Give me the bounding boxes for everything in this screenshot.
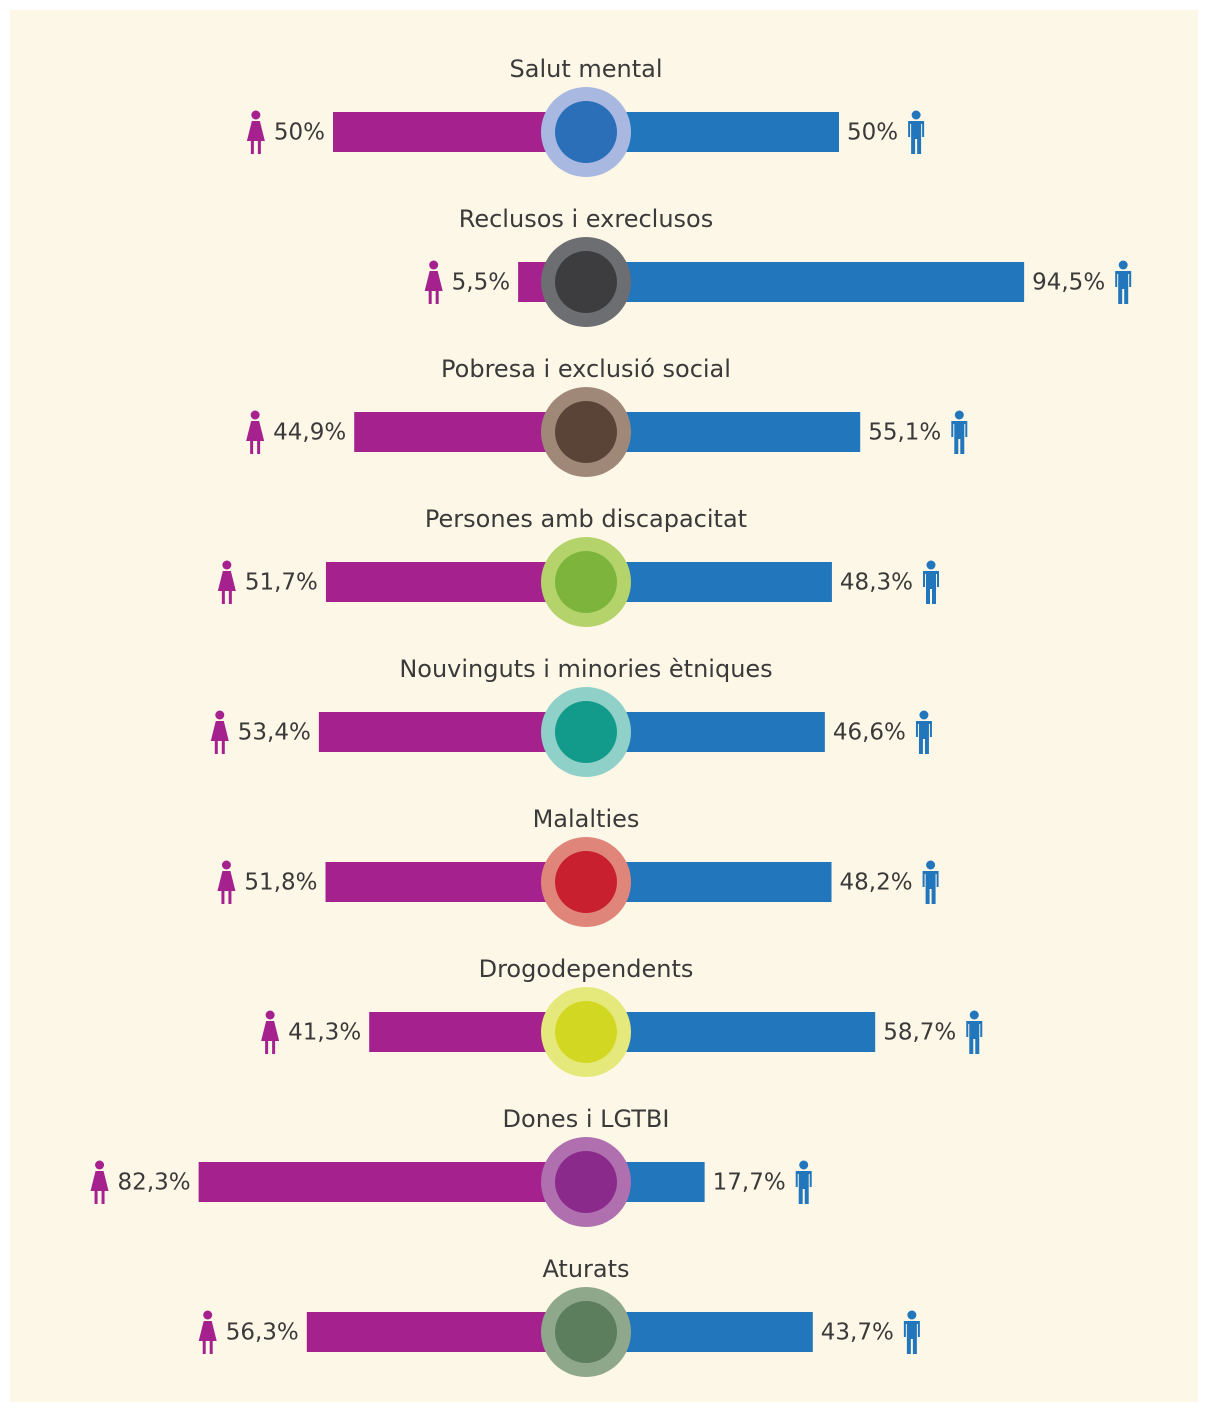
icon xyxy=(555,101,617,163)
men-bar xyxy=(586,1012,876,1052)
icon xyxy=(555,551,617,613)
category-title: Pobresa i exclusió social xyxy=(441,355,731,383)
value-label: 44,9% xyxy=(273,420,346,446)
value-label: 94,5% xyxy=(1032,270,1105,296)
value-label: 51,7% xyxy=(245,570,318,596)
icon xyxy=(555,701,617,763)
men-bar xyxy=(586,262,1025,302)
value-label: 50% xyxy=(847,120,898,146)
value-label: 41,3% xyxy=(288,1020,361,1046)
men-bar xyxy=(586,412,861,452)
category-title: Nouvinguts i minories ètniques xyxy=(399,655,772,683)
women-bar xyxy=(198,1162,586,1202)
value-label: 58,7% xyxy=(883,1020,956,1046)
icon xyxy=(555,1301,617,1363)
icon xyxy=(555,851,617,913)
category-title: Malalties xyxy=(533,805,640,833)
value-label: 46,6% xyxy=(833,720,906,746)
value-label: 51,8% xyxy=(244,870,317,896)
value-label: 48,2% xyxy=(840,870,913,896)
value-label: 55,1% xyxy=(868,420,941,446)
value-label: 5,5% xyxy=(452,270,510,296)
icon xyxy=(555,251,617,313)
icon xyxy=(555,1151,617,1213)
value-label: 56,3% xyxy=(226,1320,299,1346)
icon xyxy=(555,401,617,463)
category-title: Salut mental xyxy=(510,55,663,83)
value-label: 50% xyxy=(274,120,325,146)
value-label: 17,7% xyxy=(713,1170,786,1196)
category-title: Aturats xyxy=(542,1255,629,1283)
value-label: 43,7% xyxy=(821,1320,894,1346)
women-bar xyxy=(306,1312,586,1352)
category-title: Dones i LGTBI xyxy=(503,1105,670,1133)
category-title: Reclusos i exreclusos xyxy=(459,205,713,233)
icon xyxy=(555,1001,617,1063)
category-title: Drogodependents xyxy=(479,955,694,983)
category-title: Persones amb discapacitat xyxy=(425,505,747,533)
value-label: 82,3% xyxy=(118,1170,191,1196)
value-label: 53,4% xyxy=(238,720,311,746)
value-label: 48,3% xyxy=(840,570,913,596)
